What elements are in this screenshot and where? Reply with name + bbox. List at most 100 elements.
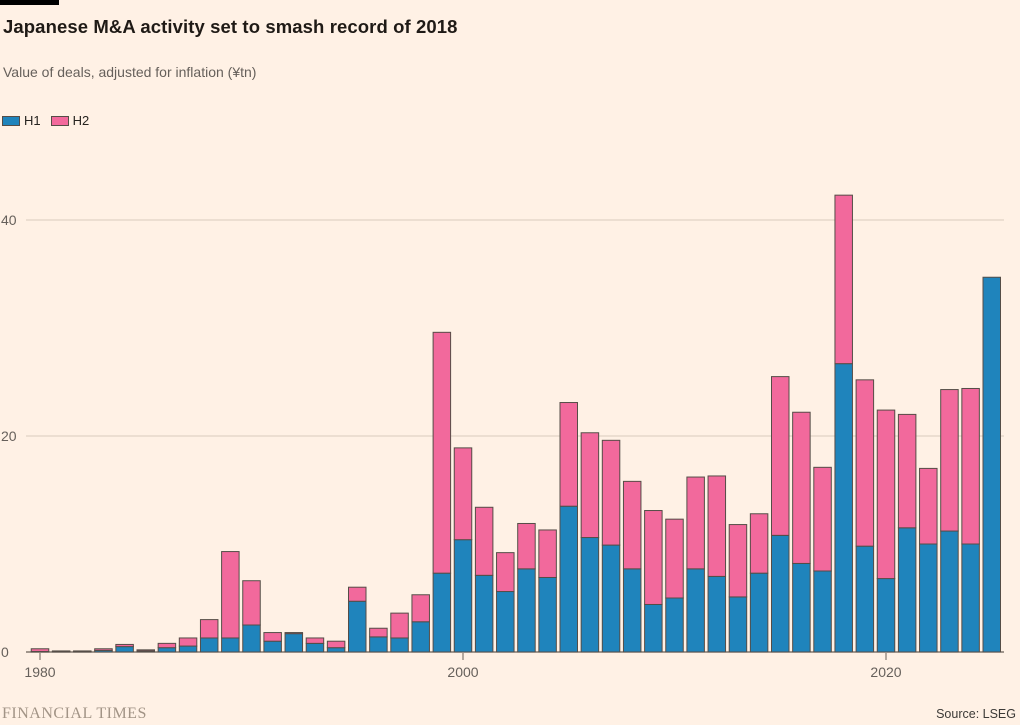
bar-1997-h2 (390, 612, 409, 639)
chart-subtitle: Value of deals, adjusted for inflation (… (3, 64, 257, 80)
bar-1984-h2 (115, 643, 134, 648)
bar-1988-h1 (199, 637, 219, 653)
bar-2006-h1 (580, 537, 600, 653)
bar-2022-h1 (919, 543, 938, 653)
bar-2019-h2 (855, 379, 875, 547)
bar-1996-h1 (369, 636, 388, 653)
bar-2024-h2 (961, 387, 980, 545)
bar-2002-h2 (496, 552, 515, 593)
bar-1992-h2 (284, 632, 304, 635)
bar-1986-h2 (157, 642, 177, 649)
bar-2020-h2 (876, 409, 896, 580)
bar-2006-h2 (580, 432, 600, 539)
bar-1986-h1 (157, 647, 177, 653)
source-credit: Source: LSEG (936, 707, 1016, 721)
bar-2025-h1 (982, 276, 1001, 653)
bar-1991-h2 (263, 632, 282, 642)
bar-2007-h1 (601, 544, 621, 653)
y-tick-label-20: 20 (1, 428, 17, 444)
bar-2014-h2 (749, 513, 769, 574)
bar-1997-h1 (390, 637, 409, 653)
bar-2000-h2 (453, 447, 473, 541)
bar-1994-h1 (326, 647, 346, 653)
bar-1988-h2 (199, 619, 219, 639)
bar-2009-h2 (644, 510, 663, 605)
bar-2007-h2 (601, 439, 621, 546)
bar-2015-h1 (771, 534, 790, 653)
chart-legend: H1 H2 (2, 113, 89, 128)
bar-2023-h2 (940, 389, 959, 532)
bar-2008-h1 (622, 568, 642, 653)
bar-1993-h1 (305, 642, 325, 653)
bar-1987-h1 (178, 645, 198, 653)
bar-2005-h2 (559, 402, 578, 507)
legend-item-h2: H2 (50, 113, 90, 128)
bar-1989-h1 (221, 637, 240, 653)
bar-2021-h1 (897, 527, 917, 653)
bar-2017-h1 (813, 570, 832, 653)
bar-1995-h1 (348, 600, 367, 653)
bar-1985-h2 (136, 649, 155, 652)
bar-2003-h2 (517, 522, 536, 570)
bar-1983-h2 (94, 648, 113, 651)
bar-2000-h1 (453, 539, 473, 653)
bar-1989-h2 (221, 551, 240, 639)
h2-swatch (50, 115, 69, 126)
bar-2011-h1 (686, 568, 705, 653)
bar-2016-h1 (792, 562, 811, 653)
bar-1982-h2 (73, 650, 92, 653)
bar-2019-h1 (855, 545, 875, 653)
bar-2004-h1 (538, 576, 557, 653)
bar-2012-h2 (707, 475, 727, 577)
bar-1998-h2 (411, 594, 430, 623)
bar-1996-h2 (369, 627, 388, 638)
bar-1994-h2 (326, 640, 346, 649)
bar-2013-h2 (728, 524, 748, 598)
bar-2023-h1 (940, 530, 959, 653)
bar-2004-h2 (538, 529, 557, 578)
legend-item-h1: H1 (2, 113, 41, 128)
bar-1999-h2 (432, 331, 452, 574)
ft-black-flag (0, 0, 59, 5)
bar-1998-h1 (411, 621, 430, 653)
bar-2011-h2 (686, 476, 705, 570)
bar-2001-h1 (474, 574, 494, 653)
y-tick-label-0: 0 (1, 644, 9, 660)
bar-1981-h2 (51, 650, 71, 653)
bar-2010-h1 (665, 597, 684, 653)
bar-2015-h2 (771, 376, 790, 536)
x-tick-label-2000: 2000 (447, 664, 478, 680)
bar-2024-h1 (961, 543, 980, 653)
bar-2002-h1 (496, 591, 515, 653)
bar-1990-h1 (242, 624, 261, 653)
bar-2018-h2 (834, 194, 853, 365)
x-tick-label-2020: 2020 (870, 664, 901, 680)
bar-2017-h2 (813, 466, 832, 572)
bar-2012-h1 (707, 575, 727, 653)
bar-2014-h1 (749, 572, 769, 653)
bar-1993-h2 (305, 637, 325, 644)
ft-logo-text: FINANCIAL TIMES (2, 705, 147, 722)
bar-1991-h1 (263, 640, 282, 653)
bar-2008-h2 (622, 480, 642, 570)
x-tick-label-1980: 1980 (24, 664, 55, 680)
bar-1984-h1 (115, 646, 134, 653)
chart-title: Japanese M&A activity set to smash recor… (3, 16, 458, 37)
bar-1990-h2 (242, 580, 261, 626)
bar-1987-h2 (178, 637, 198, 647)
y-tick-label-40: 40 (1, 212, 17, 228)
legend-label-h1: H1 (24, 113, 41, 128)
bar-1980-h2 (30, 648, 50, 652)
legend-label-h2: H2 (72, 113, 90, 128)
bar-1995-h2 (348, 586, 367, 602)
bar-2022-h2 (919, 467, 938, 545)
bar-2009-h1 (644, 603, 663, 653)
bar-1999-h1 (432, 572, 452, 653)
bar-2003-h1 (517, 568, 536, 653)
bar-2020-h1 (876, 578, 896, 653)
bar-2001-h2 (474, 506, 494, 576)
bar-2021-h2 (897, 413, 917, 529)
bar-2016-h2 (792, 411, 811, 564)
